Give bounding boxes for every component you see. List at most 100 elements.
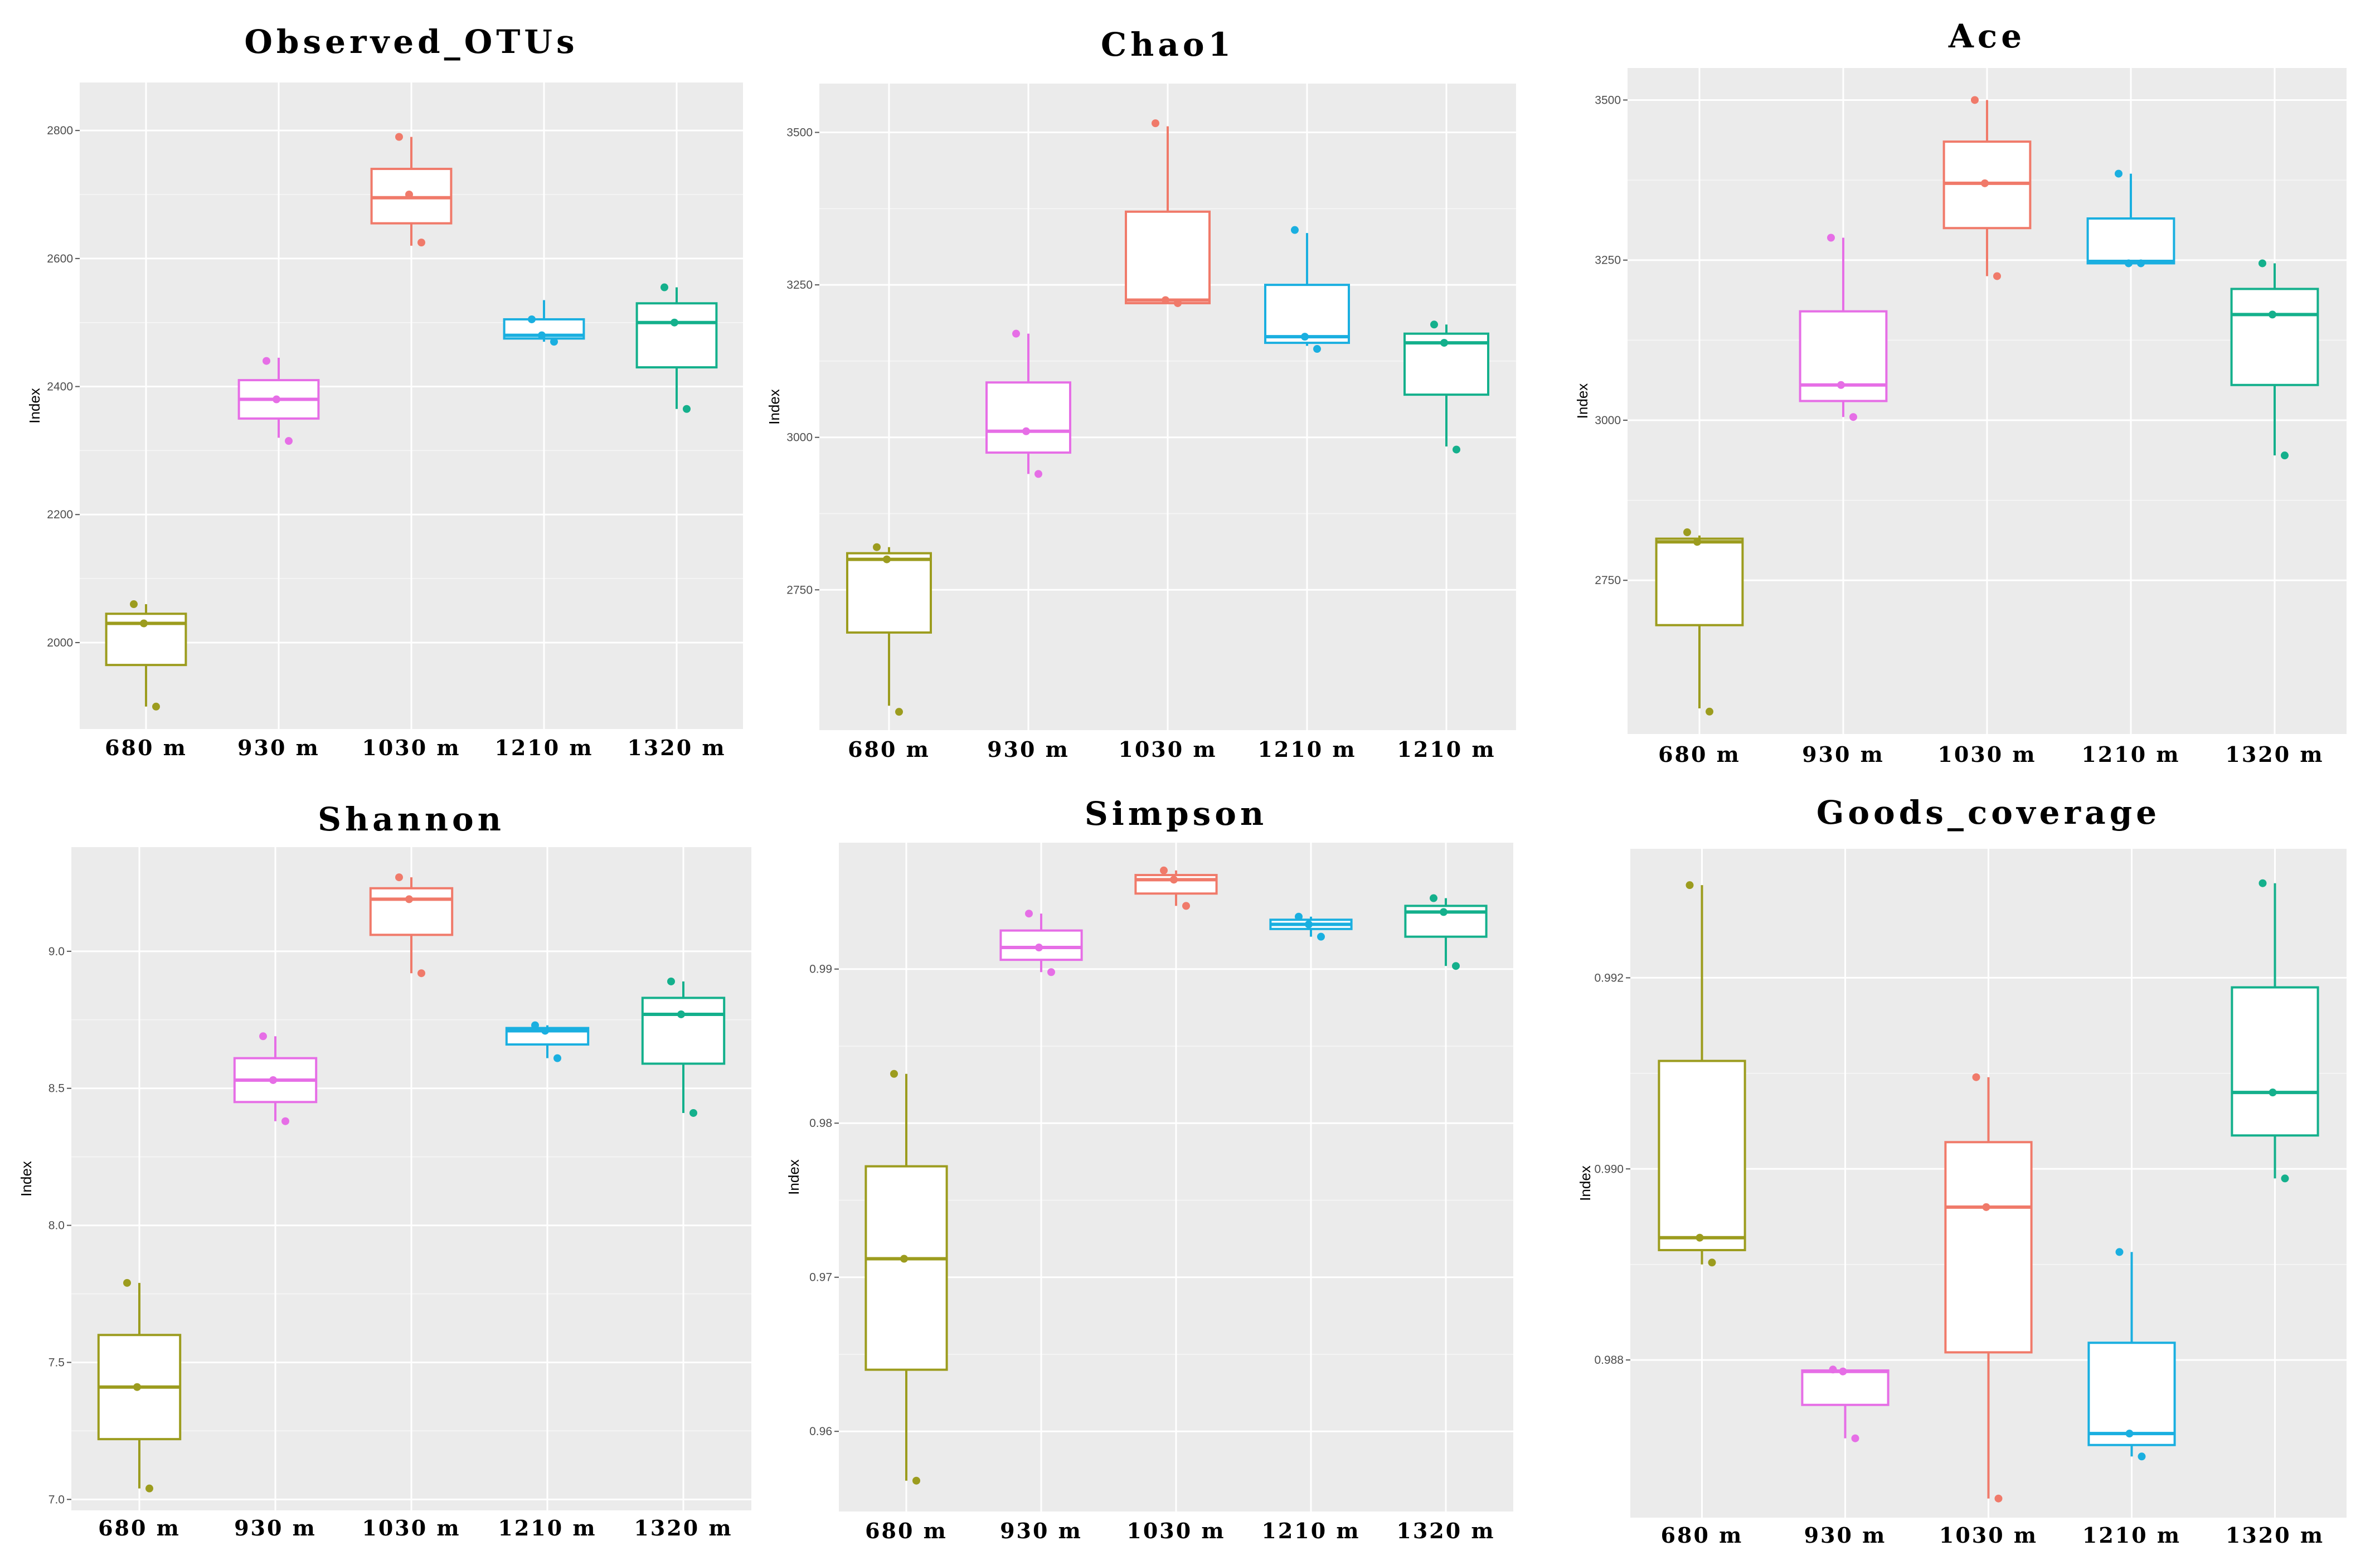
box-iqr [985, 381, 1071, 454]
data-point [1313, 345, 1321, 353]
data-point [1295, 912, 1303, 921]
x-tick-label: 680 m [865, 1518, 948, 1543]
box-1 [105, 600, 187, 711]
data-point [269, 1076, 277, 1084]
data-point [2269, 310, 2276, 319]
box-5 [2230, 259, 2319, 460]
chart-panel: 2000 2200 2400 2600 2800 Observed_OTUs 680 m 93… [26, 23, 743, 760]
y-axis-label: Index [18, 1161, 35, 1197]
x-tick-label: 1030 m [1937, 742, 2036, 767]
x-tick-label: 1030 m [1118, 737, 1217, 762]
data-point [689, 1109, 697, 1117]
chart-panel: 2750 3000 3250 3500 Ace 680 m 930 m 1030 m 1210 … [1574, 17, 2347, 767]
chart-panel: 2750 3000 3250 3500 Chao1 680 m 930 m 1030 m 121… [766, 26, 1516, 762]
box-iqr [2086, 217, 2175, 265]
y-tick-label: 3500 [1595, 94, 1621, 106]
data-point [1152, 119, 1159, 128]
x-tick-label: 1210 m [1397, 737, 1495, 762]
y-tick-label: 0.97 [809, 1271, 832, 1284]
x-tick-label: 1030 m [362, 735, 460, 760]
data-point [130, 600, 138, 609]
data-point [2269, 1088, 2277, 1097]
data-point [1440, 339, 1448, 347]
data-point [395, 133, 403, 141]
data-point [395, 873, 403, 882]
data-point [1683, 528, 1691, 537]
data-point [895, 708, 903, 716]
x-tick-label: 1320 m [627, 735, 726, 760]
y-axis-label: Index [1577, 1165, 1594, 1201]
box-5 [1403, 320, 1489, 454]
y-axis-label: Index [1574, 383, 1591, 419]
box-2 [999, 910, 1083, 976]
box-iqr [1658, 1059, 1746, 1251]
data-point [2281, 1174, 2289, 1183]
x-tick-label: 1030 m [1939, 1523, 2038, 1548]
x-tick-label: 930 m [1802, 742, 1884, 767]
box-1 [97, 1279, 182, 1493]
data-point [133, 1383, 141, 1391]
data-point [2258, 259, 2266, 268]
y-tick-label: 2600 [47, 252, 73, 265]
y-tick-label: 2200 [47, 508, 73, 521]
box-iqr [1801, 1369, 1890, 1406]
data-point [152, 702, 160, 711]
data-point [1696, 1233, 1704, 1242]
data-point [2125, 1430, 2134, 1438]
y-tick-label: 2750 [786, 584, 813, 596]
data-point [1706, 707, 1713, 716]
data-point [553, 1054, 561, 1062]
data-point [1972, 1073, 1980, 1081]
data-point [1837, 381, 1845, 389]
box-iqr [864, 1165, 948, 1371]
data-point [1440, 908, 1448, 916]
box-2 [1799, 234, 1888, 421]
x-tick-label: 1210 m [1257, 737, 1356, 762]
box-2 [1801, 1365, 1890, 1442]
data-point [1291, 226, 1299, 234]
data-point [890, 1070, 898, 1078]
data-point [1170, 876, 1178, 884]
data-point [660, 283, 668, 291]
data-point [550, 338, 558, 346]
x-tick-label: 930 m [1804, 1523, 1887, 1548]
y-axis-label: Index [766, 389, 783, 425]
chart-title: Ace [1948, 17, 2026, 55]
data-point [1708, 1258, 1716, 1267]
data-point [1839, 1367, 1847, 1376]
data-point [671, 318, 678, 327]
x-tick-label: 1030 m [362, 1515, 460, 1540]
x-tick-label: 1210 m [494, 735, 593, 760]
x-tick-label: 1320 m [634, 1515, 732, 1540]
box-iqr [369, 887, 454, 936]
data-point [1829, 1365, 1837, 1374]
box-iqr [846, 552, 932, 634]
data-point [2281, 451, 2289, 460]
data-point [417, 969, 425, 978]
data-point [417, 239, 425, 247]
box-1 [1658, 881, 1746, 1267]
data-point [273, 395, 280, 404]
data-point [912, 1476, 920, 1485]
y-tick-label: 2400 [47, 381, 73, 393]
y-tick-label: 7.0 [48, 1493, 65, 1506]
data-point [285, 437, 293, 445]
box-iqr [1944, 1141, 2033, 1354]
box-5 [641, 977, 726, 1117]
data-point [1305, 920, 1313, 929]
data-point [2258, 879, 2267, 887]
box-1 [864, 1070, 948, 1485]
x-tick-label: 680 m [98, 1515, 181, 1540]
x-tick-label: 680 m [1658, 742, 1741, 767]
box-4 [2086, 169, 2175, 268]
data-point [1686, 881, 1694, 890]
x-tick-label: 680 m [848, 737, 930, 762]
y-tick-label: 3500 [786, 127, 813, 139]
data-point [1851, 1434, 1859, 1442]
y-axis-label: Index [785, 1159, 802, 1195]
data-point [1047, 968, 1055, 976]
x-tick-label: 680 m [105, 735, 187, 760]
y-tick-label: 3000 [1595, 414, 1621, 427]
box-4 [503, 300, 585, 346]
